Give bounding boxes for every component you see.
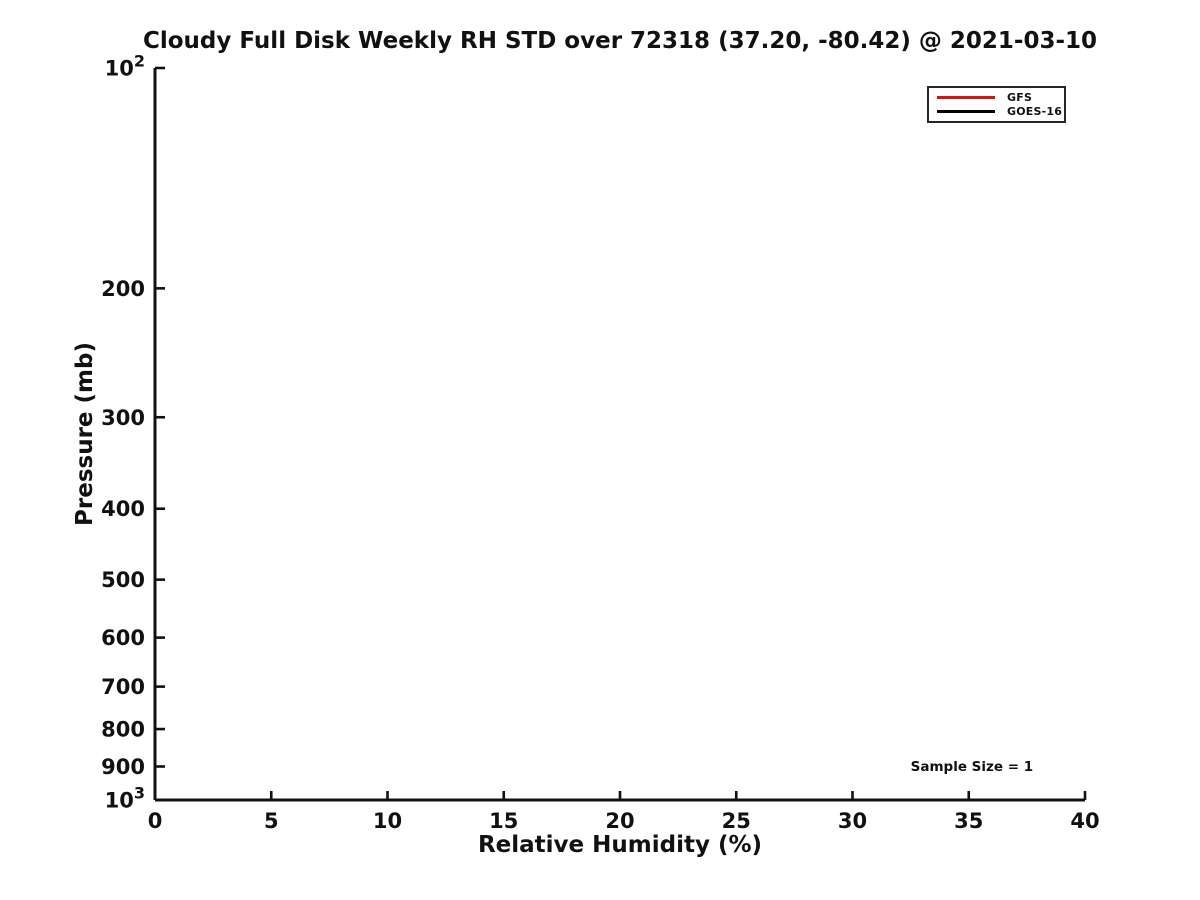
- legend-line-sample: [937, 109, 995, 114]
- legend-item-goes-16: GOES-16: [937, 105, 1064, 119]
- y-tick-label: 200: [101, 277, 145, 301]
- y-tick-label: 700: [101, 675, 145, 699]
- x-tick-label: 0: [148, 809, 163, 833]
- legend-label: GFS: [1007, 91, 1033, 104]
- legend-label: GOES-16: [1007, 105, 1063, 118]
- y-tick-label: 500: [101, 568, 145, 592]
- x-tick-label: 10: [373, 809, 402, 833]
- y-tick-label: 400: [101, 497, 145, 521]
- x-tick-label: 40: [1070, 809, 1099, 833]
- y-tick-label: 800: [101, 718, 145, 742]
- legend-box: GFS GOES-16: [927, 86, 1066, 123]
- legend-item-gfs: GFS: [937, 91, 1064, 105]
- x-tick-label: 20: [605, 809, 634, 833]
- y-axis-label: Pressure (mb): [72, 342, 98, 526]
- x-tick-label: 15: [489, 809, 518, 833]
- y-tick-label: 102: [105, 52, 145, 81]
- y-tick-label: 900: [101, 755, 145, 779]
- x-tick-label: 35: [954, 809, 983, 833]
- sample-size-annotation: Sample Size = 1: [911, 759, 1034, 775]
- x-tick-label: 5: [264, 809, 279, 833]
- legend-line-sample: [937, 95, 995, 100]
- x-tick-label: 30: [838, 809, 867, 833]
- x-tick-label: 25: [722, 809, 751, 833]
- y-tick-label: 103: [105, 784, 145, 813]
- y-tick-label: 600: [101, 626, 145, 650]
- y-tick-label: 300: [101, 406, 145, 430]
- chart-title: Cloudy Full Disk Weekly RH STD over 7231…: [142, 28, 1098, 54]
- x-axis-label: Relative Humidity (%): [477, 832, 763, 858]
